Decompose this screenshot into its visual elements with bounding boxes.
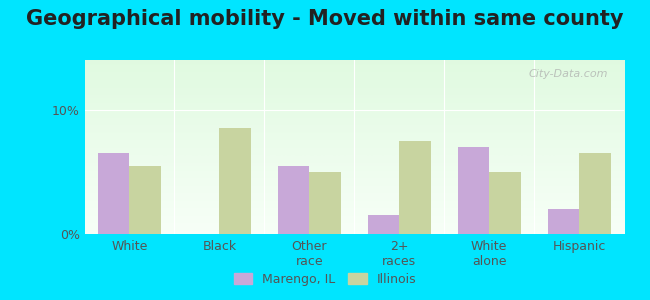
Bar: [84, 60, 624, 61]
Bar: [98, 153, 129, 234]
Bar: [458, 147, 489, 234]
Bar: [84, 60, 624, 61]
Bar: [84, 60, 624, 61]
Bar: [84, 60, 624, 61]
Text: City-Data.com: City-Data.com: [528, 69, 608, 79]
Bar: [84, 60, 624, 61]
Bar: [84, 60, 624, 61]
Bar: [84, 60, 624, 61]
Bar: [84, 60, 624, 61]
Bar: [84, 60, 624, 61]
Bar: [84, 60, 624, 61]
Bar: [84, 60, 624, 61]
Bar: [84, 60, 624, 61]
Bar: [129, 166, 161, 234]
Bar: [84, 60, 624, 61]
Bar: [368, 215, 399, 234]
Bar: [84, 60, 624, 61]
Bar: [84, 60, 624, 61]
Bar: [84, 60, 624, 61]
Bar: [84, 60, 624, 61]
Bar: [84, 60, 624, 61]
Bar: [84, 60, 624, 61]
Bar: [84, 60, 624, 61]
Bar: [84, 60, 624, 61]
Bar: [84, 60, 624, 61]
Bar: [84, 60, 624, 61]
Bar: [84, 60, 624, 61]
Bar: [84, 60, 624, 61]
Bar: [84, 60, 624, 62]
Bar: [84, 60, 624, 61]
Bar: [84, 60, 624, 61]
Bar: [84, 60, 624, 61]
Bar: [84, 60, 624, 61]
Bar: [84, 60, 624, 61]
Bar: [84, 60, 624, 61]
Bar: [84, 60, 624, 61]
Bar: [84, 60, 624, 61]
Bar: [84, 60, 624, 61]
Bar: [84, 60, 624, 61]
Bar: [84, 60, 624, 61]
Bar: [84, 60, 624, 61]
Bar: [84, 60, 624, 61]
Bar: [84, 60, 624, 61]
Bar: [84, 60, 624, 61]
Bar: [84, 60, 624, 62]
Bar: [84, 60, 624, 61]
Bar: [84, 60, 624, 61]
Bar: [84, 60, 624, 61]
Bar: [399, 141, 431, 234]
Bar: [84, 60, 624, 61]
Bar: [219, 128, 251, 234]
Bar: [84, 60, 624, 61]
Bar: [84, 60, 624, 61]
Bar: [84, 60, 624, 61]
Bar: [84, 60, 624, 61]
Bar: [84, 60, 624, 61]
Bar: [84, 60, 624, 61]
Bar: [84, 60, 624, 61]
Bar: [84, 60, 624, 61]
Bar: [84, 60, 624, 61]
Bar: [84, 60, 624, 61]
Bar: [309, 172, 341, 234]
Bar: [84, 60, 624, 61]
Bar: [84, 60, 624, 61]
Text: Geographical mobility - Moved within same county: Geographical mobility - Moved within sam…: [26, 9, 624, 29]
Bar: [579, 153, 610, 234]
Bar: [84, 60, 624, 61]
Legend: Marengo, IL, Illinois: Marengo, IL, Illinois: [229, 268, 421, 291]
Bar: [84, 60, 624, 61]
Bar: [84, 60, 624, 61]
Bar: [84, 60, 624, 61]
Bar: [84, 60, 624, 61]
Bar: [84, 60, 624, 61]
Bar: [84, 60, 624, 61]
Bar: [84, 60, 624, 61]
Bar: [84, 60, 624, 61]
Bar: [84, 60, 624, 61]
Bar: [547, 209, 579, 234]
Bar: [278, 166, 309, 234]
Bar: [84, 60, 624, 61]
Bar: [489, 172, 521, 234]
Bar: [84, 60, 624, 62]
Bar: [84, 60, 624, 62]
Bar: [84, 60, 624, 61]
Bar: [84, 60, 624, 61]
Bar: [84, 60, 624, 62]
